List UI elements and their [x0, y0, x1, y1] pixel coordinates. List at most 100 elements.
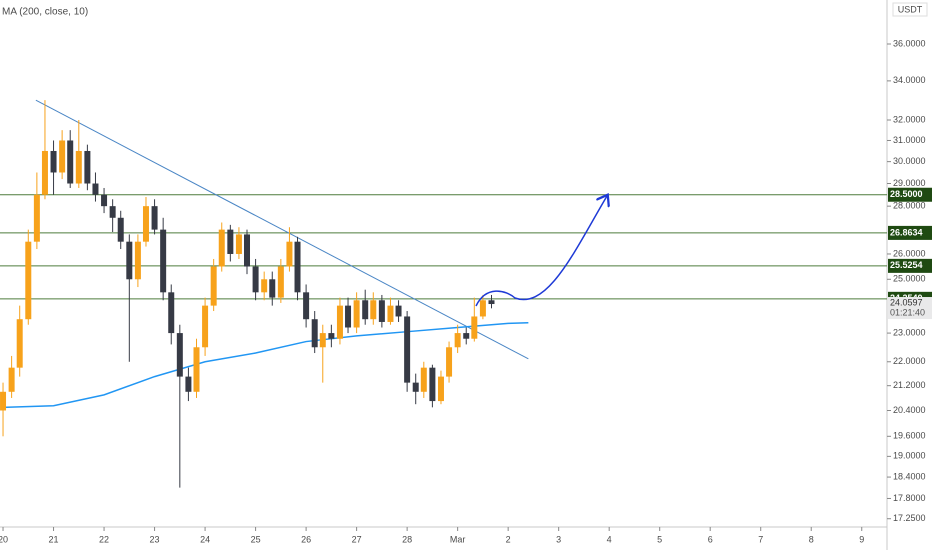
candle-body: [319, 333, 326, 348]
candle-body: [311, 319, 318, 348]
x-tick-label: 21: [49, 534, 59, 544]
candle-body: [454, 333, 461, 348]
y-tick-label: 34.0000: [893, 75, 926, 85]
x-tick-label: 24: [200, 534, 210, 544]
candle-body: [420, 367, 427, 392]
candle-body: [429, 367, 436, 402]
plot: [0, 99, 887, 488]
candle-body: [353, 300, 360, 328]
x-tick-label: 27: [352, 534, 362, 544]
level-label: 25.5254: [890, 260, 923, 270]
last-price-box: [888, 297, 932, 320]
candle-body: [202, 305, 209, 348]
candle-body: [126, 241, 133, 280]
candle-body: [370, 300, 377, 320]
last-price-label: 24.0597: [890, 297, 923, 307]
indicator-label: MA (200, close, 10): [2, 7, 88, 18]
x-tick-label: 4: [607, 534, 612, 544]
level-label-box: [888, 225, 932, 240]
candle-body: [210, 266, 217, 306]
candle-body: [0, 391, 7, 411]
candle-body: [67, 140, 74, 184]
x-tick-label: 6: [708, 534, 713, 544]
candle-body: [227, 229, 234, 254]
y-tick-label: 29.0000: [893, 178, 926, 188]
candle-body: [117, 217, 124, 242]
candle-body: [193, 347, 200, 392]
ma-line: [3, 322, 529, 409]
candle-body: [59, 140, 66, 173]
candle-body: [41, 150, 48, 195]
currency: USDT: [898, 4, 923, 14]
currency-box: [892, 2, 928, 17]
candle-body: [50, 150, 57, 173]
x-tick-label: 8: [809, 534, 814, 544]
candle-body: [252, 266, 259, 293]
y-tick-label: 18.4000: [893, 471, 926, 481]
candle-body: [185, 376, 192, 392]
y-tick-label: 30.0000: [893, 156, 926, 166]
y-tick-label: 32.0000: [893, 114, 926, 124]
level-label: 26.8634: [890, 227, 923, 237]
candle-body: [328, 333, 335, 339]
candle-body: [134, 241, 141, 280]
y-tick-label: 21.2000: [893, 380, 926, 390]
y-tick-label: 22.0000: [893, 356, 926, 366]
candle-body: [244, 234, 251, 267]
candle-body: [463, 333, 470, 339]
y-tick-label: 23.0000: [893, 327, 926, 337]
candle-body: [168, 292, 175, 334]
y-tick-label: 17.8000: [893, 493, 926, 503]
y-tick-label: 36.0000: [893, 38, 926, 48]
candle-body: [345, 305, 352, 328]
level-label-box: [888, 187, 932, 202]
countdown: 01:21:40: [890, 307, 925, 317]
candle-body: [387, 305, 394, 322]
candle-body: [446, 347, 453, 377]
candle-body: [479, 300, 486, 317]
x-tick-label: 22: [99, 534, 109, 544]
y-tick-label: 31.0000: [893, 135, 926, 145]
candle-body: [101, 194, 108, 207]
candle-body: [471, 316, 478, 339]
y-tick-label: 25.0000: [893, 274, 926, 284]
trend-line: [35, 99, 529, 360]
x-tick-label: Mar: [450, 534, 466, 544]
candle-body: [33, 194, 40, 242]
level-label: 28.5000: [890, 189, 923, 199]
candle-body: [160, 229, 167, 293]
candle-body: [25, 241, 32, 320]
x-tick-label: 2: [506, 534, 511, 544]
y-tick-label: 20.4000: [893, 405, 926, 415]
projection-arrow: [475, 196, 607, 307]
x-tick-label: 7: [758, 534, 763, 544]
candle-body: [437, 376, 444, 402]
candle-body: [378, 300, 385, 322]
candle-body: [16, 319, 23, 368]
candle-body: [336, 305, 343, 339]
y-tick-label: 17.2500: [893, 513, 926, 523]
x-tick-label: 9: [859, 534, 864, 544]
candle-body: [8, 367, 15, 392]
x-tick-label: 28: [402, 534, 412, 544]
y-tick-label: 28.0000: [893, 201, 926, 211]
candle-body: [286, 241, 293, 267]
candle-body: [277, 266, 284, 298]
candle-body: [92, 183, 99, 195]
candle-body: [176, 333, 183, 377]
y-tick-label: 19.6000: [893, 431, 926, 441]
candle-body: [142, 206, 149, 242]
x-tick-label: 5: [657, 534, 662, 544]
candle-body: [362, 300, 369, 320]
y-tick-label: 19.0000: [893, 451, 926, 461]
x-tick-label: 26: [301, 534, 311, 544]
candle-body: [303, 292, 310, 320]
candle-body: [84, 150, 91, 184]
candle-body: [488, 300, 495, 305]
candle-body: [404, 316, 411, 383]
x-tick-label: 25: [251, 534, 261, 544]
level-label-box: [888, 258, 932, 273]
candle-body: [151, 206, 158, 230]
candle-body: [109, 206, 116, 218]
candle-body: [395, 305, 402, 317]
